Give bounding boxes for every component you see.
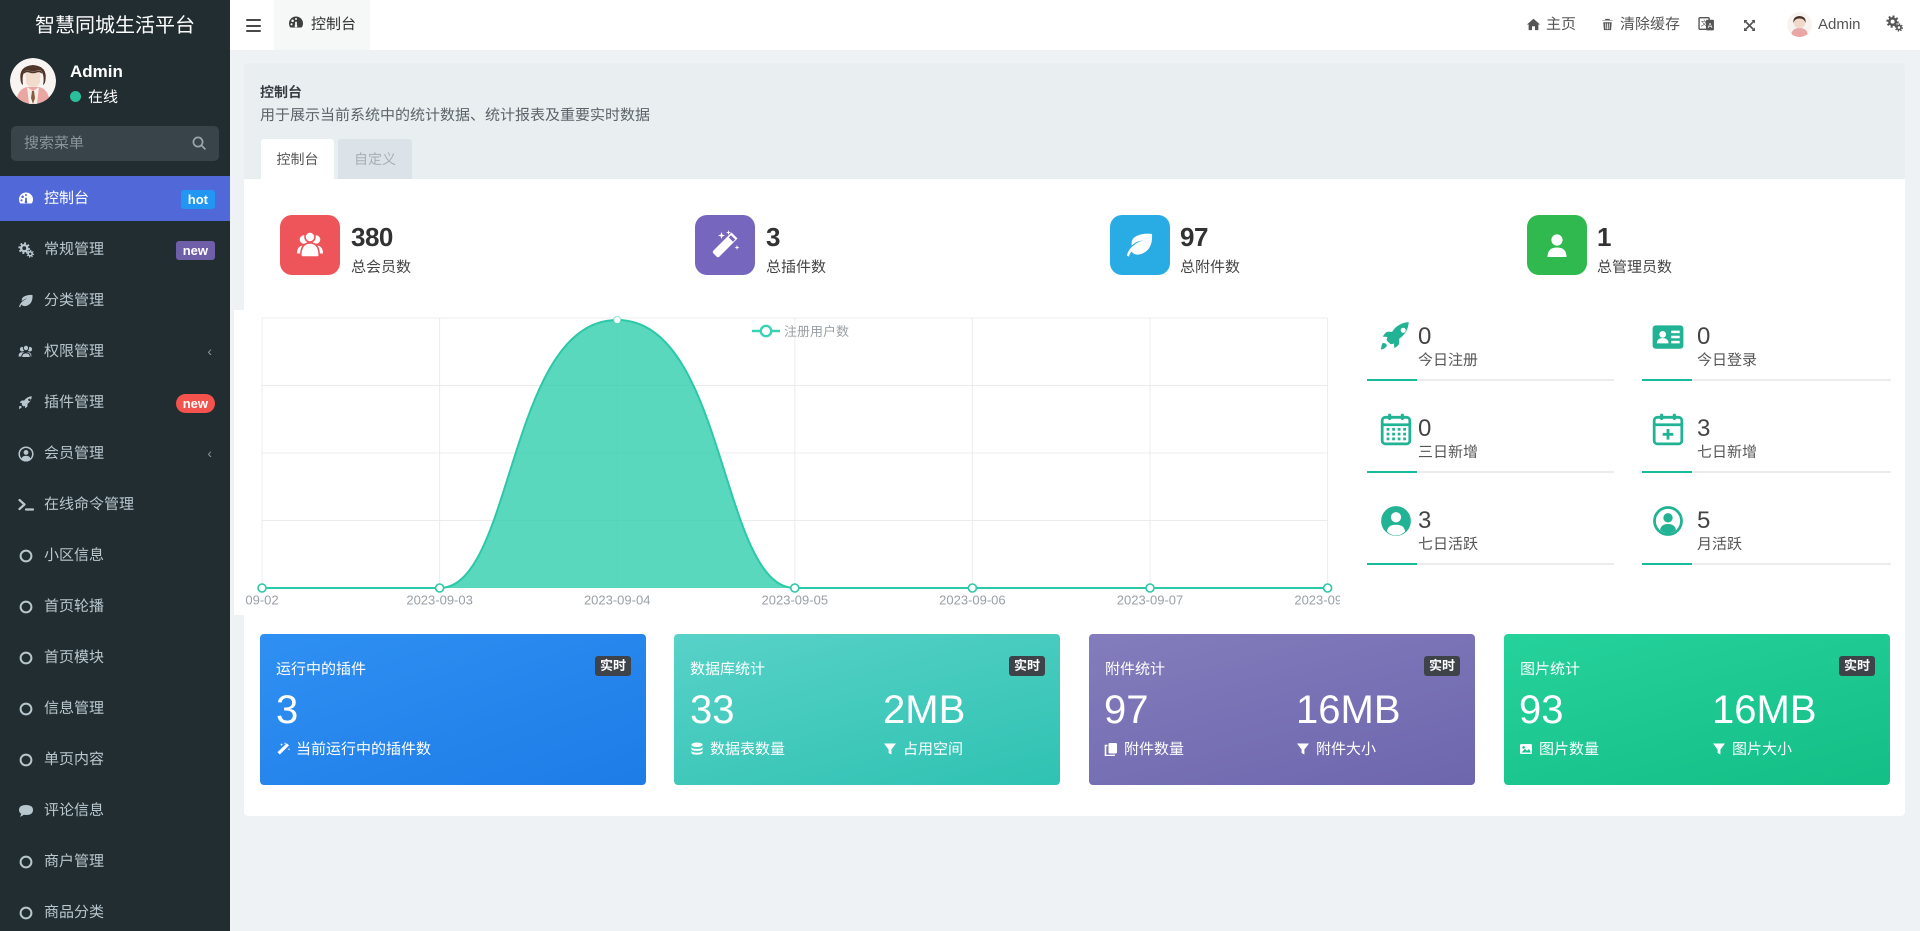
- svg-text:2023-09-06: 2023-09-06: [939, 593, 1006, 608]
- svg-text:2023-09-07: 2023-09-07: [1117, 593, 1184, 608]
- svg-text:2023-09-05: 2023-09-05: [762, 593, 829, 608]
- svg-text:A: A: [1708, 23, 1713, 30]
- svg-text:文: 文: [1701, 18, 1708, 27]
- svg-text:09-02: 09-02: [245, 593, 278, 608]
- svg-text:2023-09-08: 2023-09-08: [1294, 593, 1340, 608]
- svg-text:2023-09-04: 2023-09-04: [584, 593, 651, 608]
- svg-text:2023-09-03: 2023-09-03: [406, 593, 473, 608]
